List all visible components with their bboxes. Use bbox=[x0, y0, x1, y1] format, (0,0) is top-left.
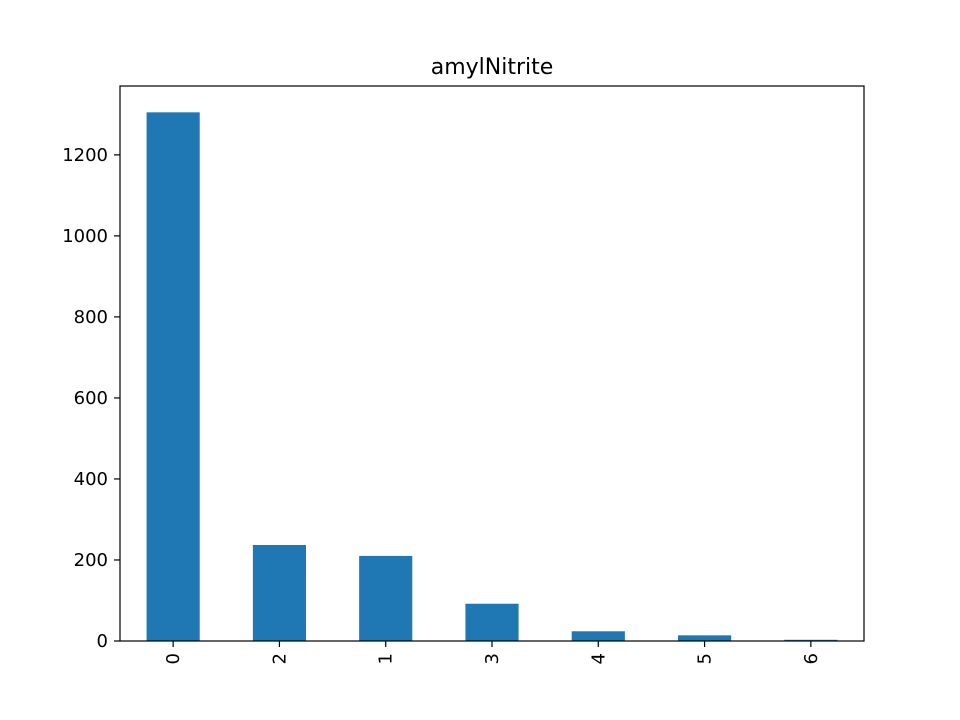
y-tick-label: 600 bbox=[74, 388, 108, 409]
plot-frame bbox=[119, 85, 865, 642]
x-axis: 0 2 1 3 4 5 6 bbox=[163, 641, 822, 664]
bar-0 bbox=[146, 112, 200, 642]
y-tick-label: 0 bbox=[97, 631, 108, 652]
chart-title: amylNitrite bbox=[431, 55, 554, 80]
x-tick-label: 4 bbox=[588, 653, 609, 664]
bar-4 bbox=[571, 631, 625, 641]
x-tick-label: 1 bbox=[376, 653, 397, 664]
bar-5 bbox=[678, 635, 732, 641]
y-tick-label: 400 bbox=[74, 469, 108, 490]
x-tick-label: 3 bbox=[482, 653, 503, 664]
y-axis: 0 200 400 600 800 1000 1200 bbox=[62, 145, 120, 652]
x-tick-label: 2 bbox=[269, 653, 290, 664]
bars-group bbox=[146, 112, 838, 642]
bar-6 bbox=[784, 639, 838, 641]
y-tick-label: 200 bbox=[74, 550, 108, 571]
bar-2 bbox=[252, 544, 306, 641]
x-tick-label: 0 bbox=[163, 653, 184, 664]
x-tick-label: 6 bbox=[801, 653, 822, 664]
bar-3 bbox=[465, 603, 519, 641]
y-tick-label: 1200 bbox=[62, 145, 108, 166]
x-tick-label: 5 bbox=[695, 653, 716, 664]
y-tick-label: 1000 bbox=[62, 226, 108, 247]
bar-1 bbox=[359, 555, 413, 641]
y-tick-label: 800 bbox=[74, 307, 108, 328]
